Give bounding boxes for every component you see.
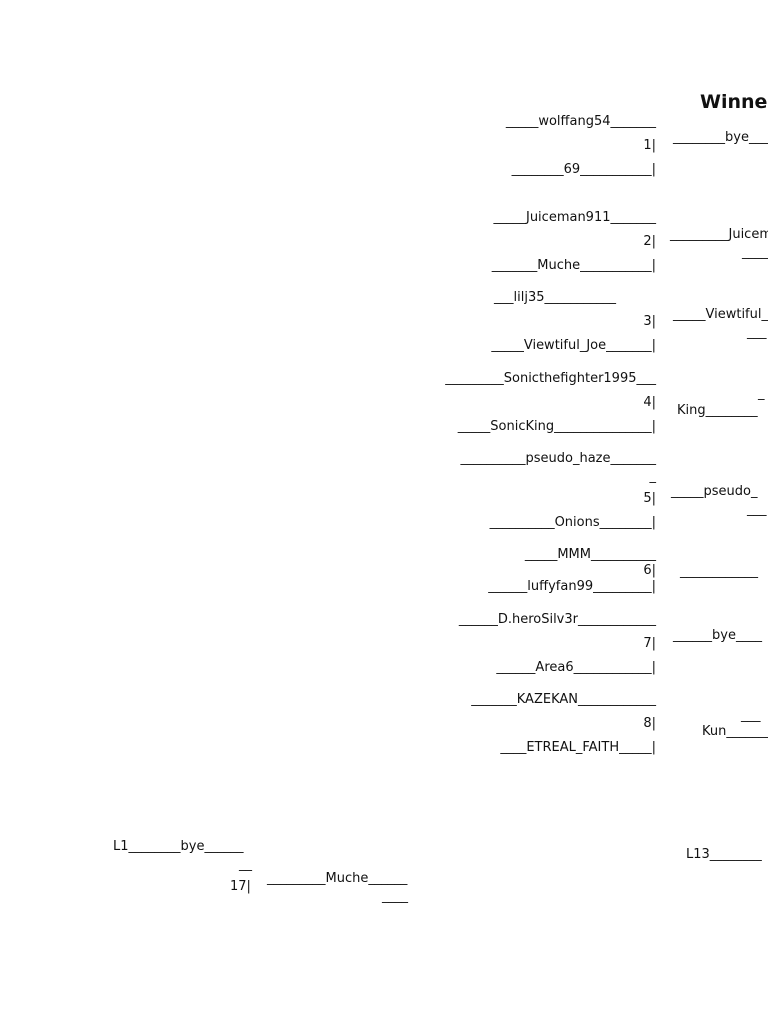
- losers-match-17-number: 17|: [230, 879, 251, 894]
- round-2-slot-6: ____________: [680, 564, 758, 579]
- match-3-top-player: ___lilj35___________: [494, 290, 616, 305]
- match-3-bottom-player: _____Viewtiful_Joe_______|: [491, 338, 656, 353]
- match-1-bottom-player: ________69___________|: [511, 162, 656, 177]
- match-7-bottom-player: ______Area6____________|: [496, 660, 656, 675]
- round-2-slot-1: ________bye___: [673, 130, 768, 145]
- match-4-number: 4|: [643, 395, 656, 410]
- round-2-slot-4: King________: [677, 403, 758, 418]
- losers-match-17-top-wrap: __: [239, 857, 252, 872]
- match-6-top-player: _____MMM__________: [524, 547, 656, 562]
- match-2-number: 2|: [643, 234, 656, 249]
- match-3-number: 3|: [643, 314, 656, 329]
- match-2-top-player: _____Juiceman911_______: [493, 210, 656, 225]
- match-2-bottom-player: _______Muche___________|: [491, 258, 656, 273]
- match-7-number: 7|: [643, 636, 656, 651]
- match-1-top-player: _____wolffang54_______: [505, 114, 656, 129]
- match-6-bottom-player: ______luffyfan99_________|: [488, 579, 656, 594]
- bracket-title: Winne: [700, 91, 768, 113]
- round-2-slot-5-wrap: ___: [747, 502, 767, 517]
- match-7-top-player: ______D.heroSilv3r____________: [458, 612, 656, 627]
- match-5-number: 5|: [643, 491, 656, 506]
- match-5-top-player: __________pseudo_haze_______: [460, 451, 657, 466]
- match-5-bottom-player: __________Onions________|: [489, 515, 656, 530]
- round-2-slot-2: _________Juicem: [670, 227, 768, 242]
- losers-match-17-top: L1________bye______: [113, 839, 244, 854]
- round-2-slot-8: Kun_______: [702, 724, 768, 739]
- losers-match-17-result-wrap: ____: [382, 889, 408, 904]
- round-2-slot-8-line: ___: [741, 708, 761, 723]
- match-6-number: 6|: [643, 563, 656, 578]
- round-2-slot-4-line: _: [758, 386, 765, 401]
- round-2-slot-7: ______bye____: [673, 628, 762, 643]
- round-2-slot-2-wrap: ____: [742, 245, 768, 260]
- losers-match-17-result: _________Muche______: [267, 871, 408, 886]
- round-2-slot-3-wrap: ___: [747, 325, 767, 340]
- match-8-number: 8|: [643, 716, 656, 731]
- match-8-top-player: _______KAZEKAN____________: [471, 692, 656, 707]
- match-4-bottom-player: _____SonicKing_______________|: [457, 419, 656, 434]
- match-1-number: 1|: [643, 138, 656, 153]
- match-4-top-player: _________Sonicthefighter1995___: [445, 371, 656, 386]
- match-8-bottom-player: ____ETREAL_FAITH_____|: [500, 740, 656, 755]
- match-5-top-player-wrap: _: [649, 469, 657, 484]
- round-2-slot-3: _____Viewtiful_: [673, 307, 768, 322]
- losers-l13-slot: L13________: [686, 847, 762, 862]
- round-2-slot-5: _____pseudo_: [671, 484, 758, 499]
